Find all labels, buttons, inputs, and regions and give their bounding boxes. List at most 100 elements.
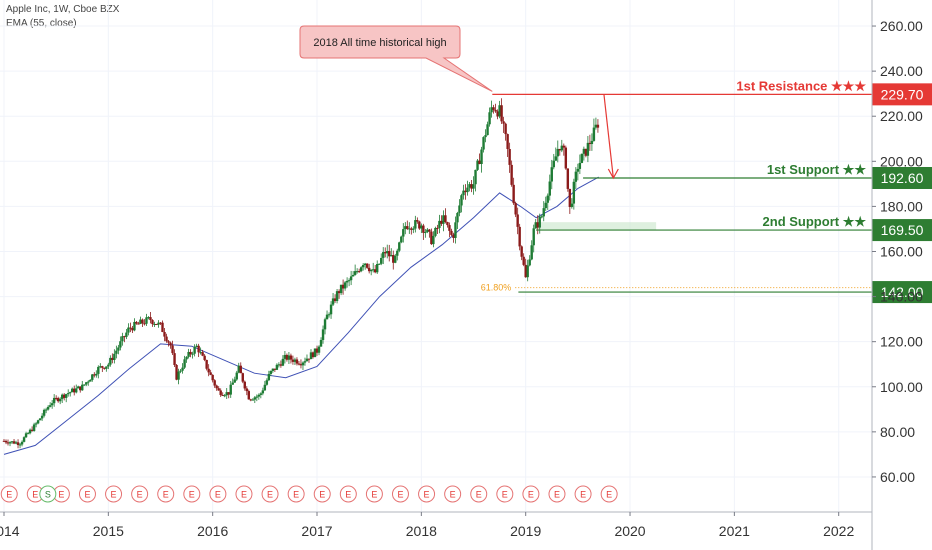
candle-body [384, 252, 387, 254]
candle-body [341, 284, 345, 289]
candle-body [287, 355, 291, 360]
candle-body [79, 386, 82, 391]
candle-body [363, 263, 367, 265]
candle-body [243, 381, 246, 389]
candle-body [486, 124, 489, 136]
projection-arrow-line [603, 94, 614, 179]
time-tick-label: 2019 [510, 523, 541, 539]
candle-body [540, 216, 543, 218]
candle-body [339, 284, 343, 294]
earnings-marker-letter: E [554, 490, 560, 500]
candle-body [113, 353, 116, 360]
candle-body [518, 226, 521, 247]
callout-box [299, 25, 493, 92]
candle-body [179, 370, 182, 372]
candle-body [267, 373, 271, 381]
candle-body [396, 250, 399, 256]
candle-body [438, 220, 441, 228]
earnings-marker-letter: E [476, 490, 482, 500]
candle-body [253, 397, 257, 400]
candle-body [392, 254, 395, 263]
candle-body [412, 228, 415, 230]
candle-body [20, 441, 24, 445]
level-label: 1st Support ★★ [767, 162, 866, 177]
candle-body [93, 374, 96, 376]
candle-body [538, 216, 541, 228]
candle-body [347, 280, 351, 282]
candle-body [73, 388, 76, 393]
candle-body [239, 365, 242, 374]
candle-body [83, 384, 86, 386]
candle-body [34, 423, 38, 425]
earnings-marker-circle [235, 485, 253, 503]
candle-body [353, 271, 357, 275]
candle-body [303, 361, 307, 363]
candle-body [576, 168, 580, 172]
candle-body [197, 345, 200, 353]
candle-body [428, 229, 431, 232]
candle-body [62, 394, 66, 398]
candle-body [30, 429, 34, 431]
candle-body [436, 227, 439, 229]
time-axis[interactable]: 2014 2015 2016 2017 2018 2019 2020 2021 2022 [0, 511, 872, 539]
candle-body [361, 264, 365, 268]
candle-body [376, 264, 379, 273]
earnings-marker-circle [313, 485, 331, 503]
grid-lines [0, 0, 872, 512]
candle-body [255, 396, 259, 398]
time-tick-label: 2021 [719, 523, 750, 539]
candle-body [572, 181, 576, 204]
candle-body [155, 324, 158, 326]
earnings-marker-letter: E [58, 490, 64, 500]
candle-body [349, 276, 353, 281]
candle-body [257, 394, 261, 397]
candle-body [205, 359, 208, 369]
earnings-marker-letter: E [215, 490, 221, 500]
candle-body [65, 394, 68, 398]
earnings-marker-circle [105, 485, 123, 503]
candle-body [75, 388, 78, 393]
candle-body [283, 354, 287, 359]
earnings-marker-letter: E [32, 490, 38, 500]
level-price-tag [872, 281, 932, 304]
candle-body [26, 433, 30, 435]
price-tick-label: 60.00 [880, 469, 915, 485]
candle-body [227, 392, 230, 395]
candle-body [556, 148, 559, 157]
candle-body [225, 392, 228, 396]
candle-body [321, 329, 325, 340]
candle-body [147, 317, 150, 319]
candle-body [508, 149, 511, 165]
candle-body [502, 121, 505, 124]
candle-body [546, 195, 549, 203]
earnings-marker-circle [365, 485, 383, 503]
candle-body [87, 381, 90, 383]
candle-body [177, 371, 180, 380]
candle-body [416, 220, 419, 222]
candle-body [468, 184, 471, 188]
candle-body [357, 271, 361, 273]
candle-body [249, 399, 252, 401]
price-axis[interactable]: 60.00 80.00 100.00 120.00 140.00 160.00 180.00… [871, 0, 923, 550]
level-price-tag [872, 166, 932, 189]
earnings-marker-letter: E [84, 490, 90, 500]
candle-body [331, 298, 335, 305]
candle-body [380, 257, 383, 264]
earnings-marker-letter: E [267, 490, 273, 500]
candle-body [536, 222, 539, 228]
candle-body [123, 336, 126, 338]
candle-body [402, 229, 405, 237]
candle-body [58, 398, 62, 402]
candle-body [265, 380, 269, 385]
candle-body [456, 212, 459, 223]
earnings-marker-letter: E [111, 490, 117, 500]
candle-body [532, 228, 535, 246]
candle-body [406, 226, 409, 229]
candle-body [231, 382, 234, 385]
candle-body [185, 356, 188, 360]
level-price-tag [872, 83, 932, 106]
candle-body [299, 364, 303, 366]
earnings-marker-letter: E [6, 490, 12, 500]
candle-body [8, 442, 12, 444]
